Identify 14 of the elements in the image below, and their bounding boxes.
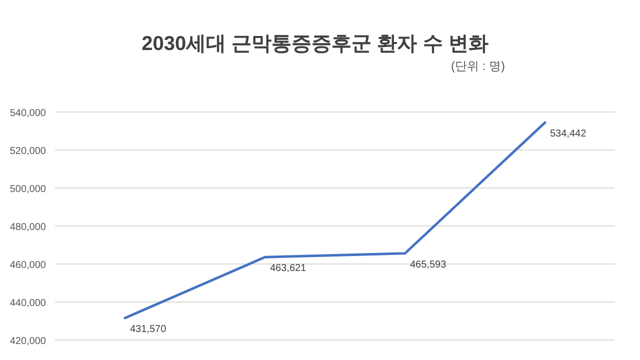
y-tick-label: 420,000 [10,336,46,347]
chart-title: 2030세대 근막통증증후군 환자 수 변화 [142,33,488,55]
y-tick-label: 480,000 [10,222,46,233]
data-label: 431,570 [130,324,167,336]
y-tick-label: 540,000 [10,108,46,119]
chart-subtitle: (단위 : 명) [451,59,505,73]
y-tick-label: 520,000 [10,146,46,157]
y-tick-label: 440,000 [10,298,46,309]
data-label: 463,621 [270,263,307,274]
y-tick-label: 460,000 [10,260,46,271]
data-label: 465,593 [410,259,447,270]
data-label: 534,442 [550,128,587,140]
line-series [124,121,546,320]
y-tick-label: 500,000 [10,184,46,195]
